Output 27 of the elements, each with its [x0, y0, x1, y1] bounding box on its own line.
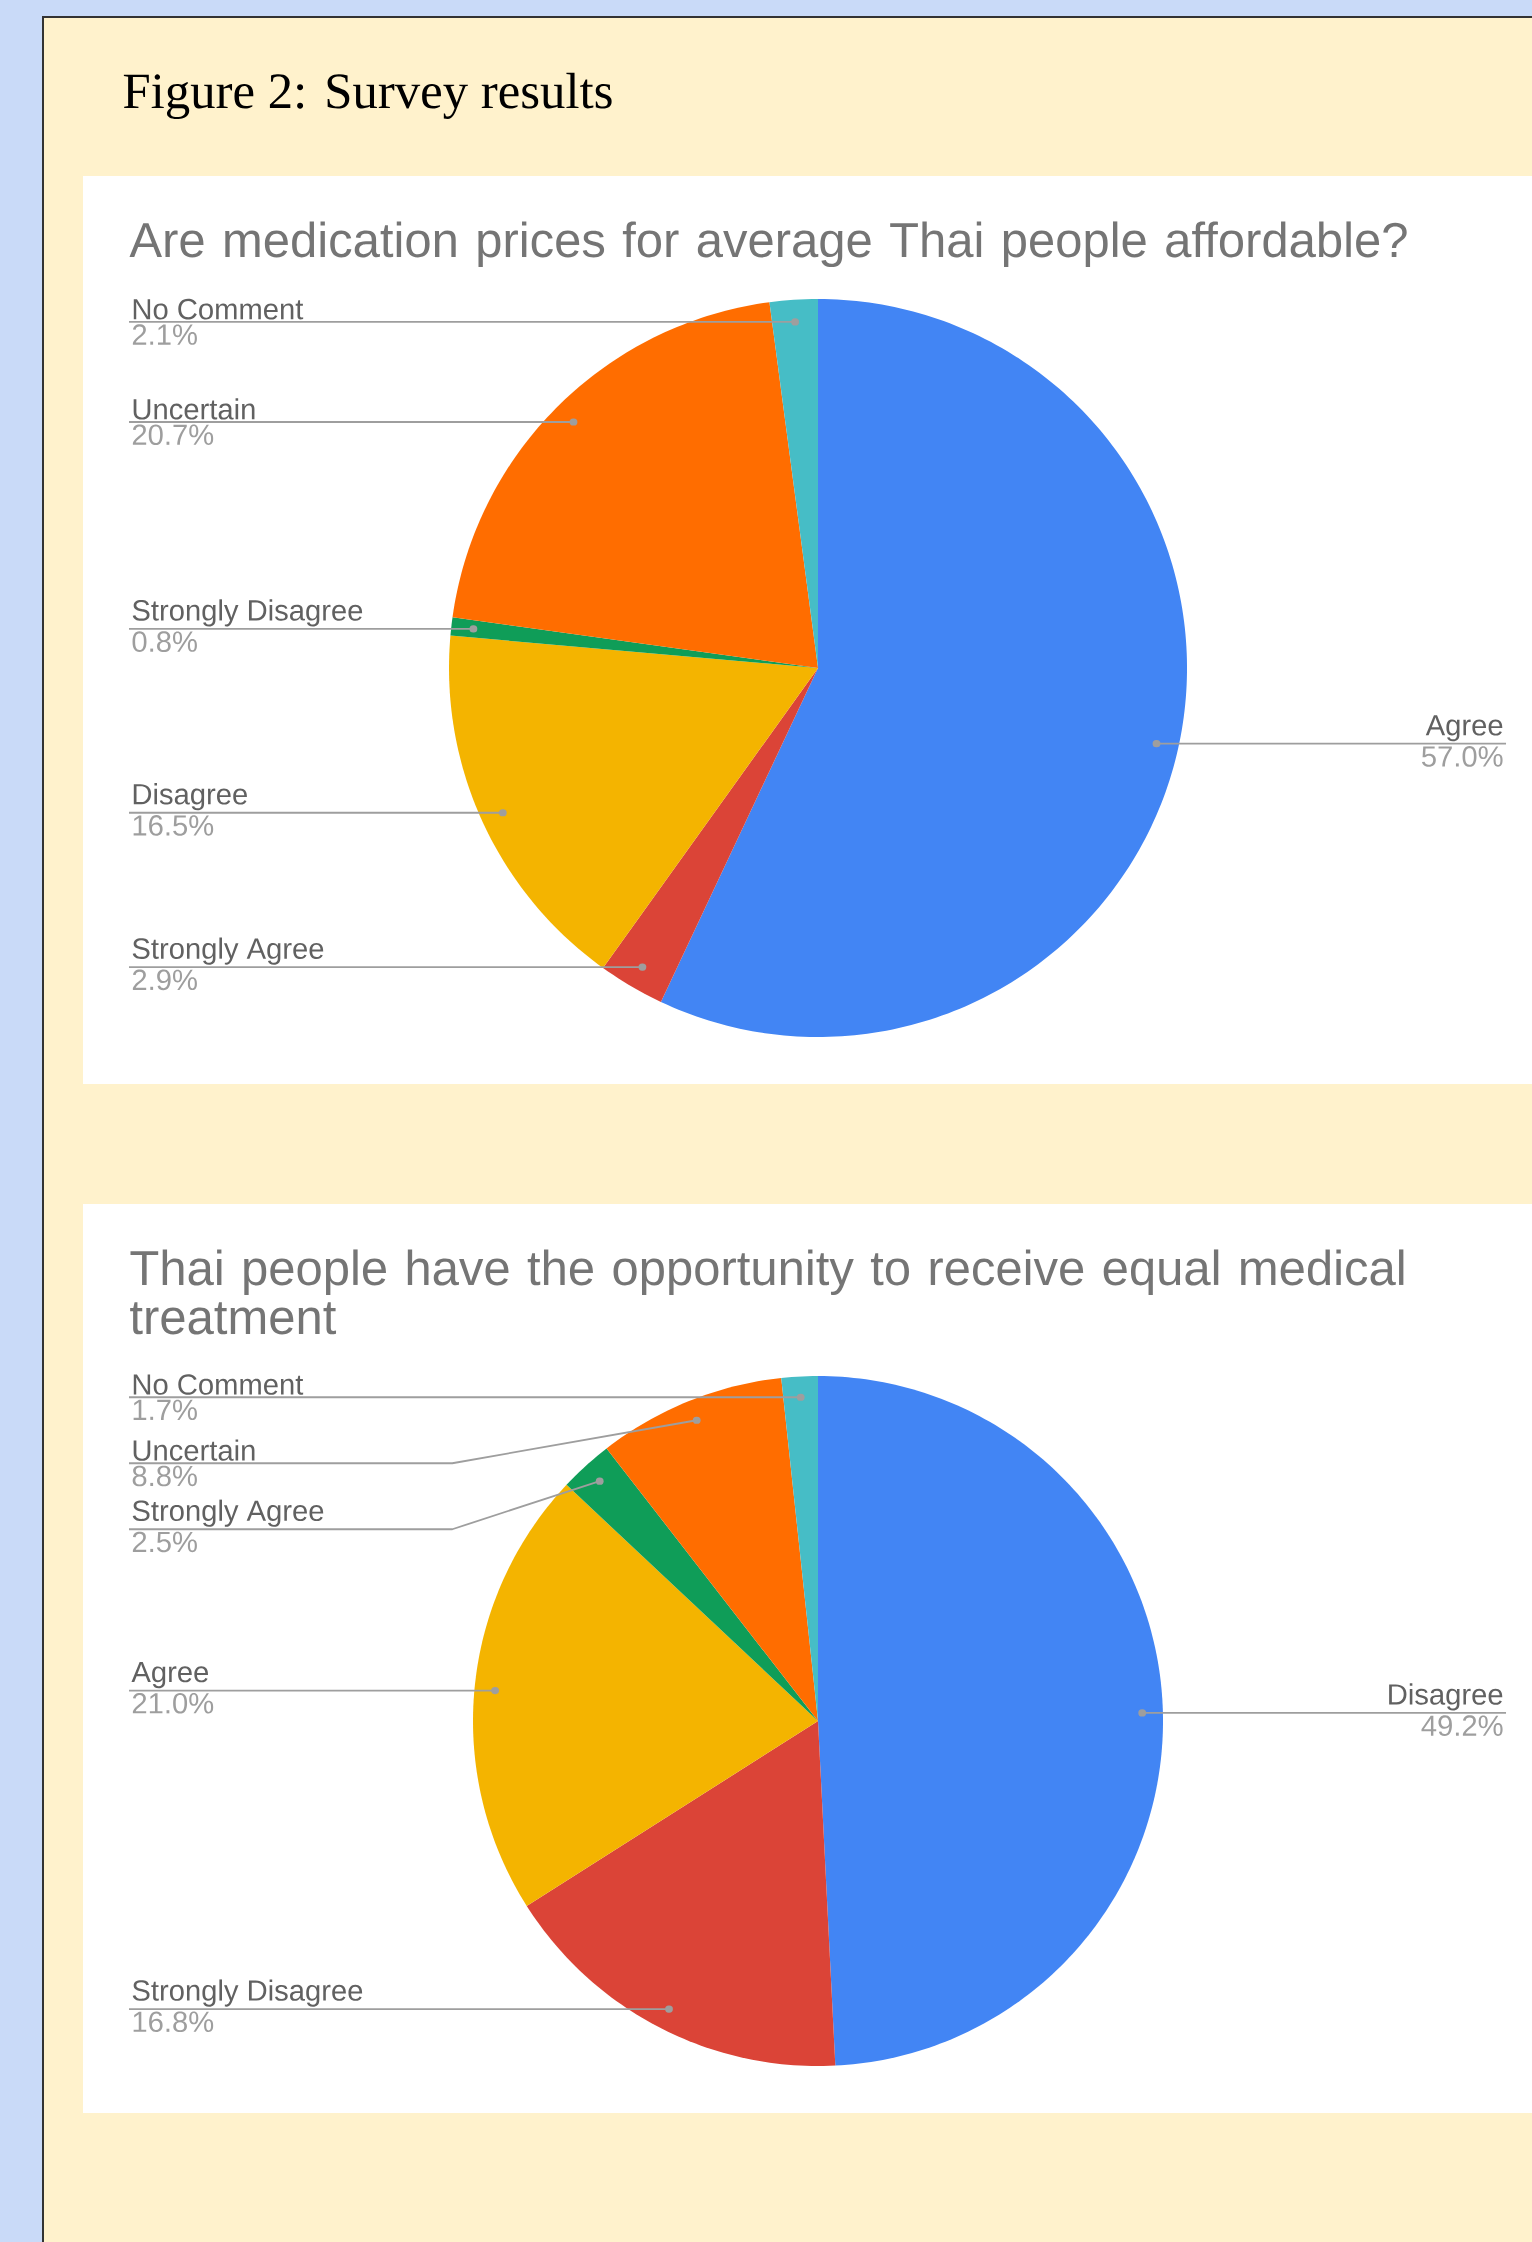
slice-label: Uncertain — [133, 1439, 255, 1461]
data-label: 2.9% — [132, 969, 197, 991]
data-label: 20.7% — [132, 424, 214, 446]
slice-label: Agree — [131, 1661, 208, 1689]
data-label: 21.0% — [132, 1692, 214, 1714]
chart-title: Are medication prices for average Thai people affordable? — [129, 221, 1407, 268]
chart-title: Thai people have the opportunity to receive equal medical treatment — [130, 1249, 1404, 1335]
slice-label: Disagree — [1389, 1683, 1503, 1711]
slice-label: No Comment — [133, 1374, 304, 1395]
data-label: 2.5% — [132, 1531, 197, 1553]
data-label: 1.7% — [133, 1399, 197, 1421]
data-label: 16.8% — [133, 2011, 214, 2033]
caption: Figure 2: Survey results — [123, 72, 612, 119]
data-label: 16.5% — [133, 815, 214, 836]
slice-label: Strongly Agree — [132, 1499, 324, 1527]
slice-label: Uncertain — [133, 398, 255, 420]
slice-label: Disagree — [133, 783, 247, 811]
slice-label: Agree — [1425, 715, 1503, 742]
slice-label: Strongly Agree — [132, 937, 324, 965]
data-label: 57.0% — [1421, 746, 1503, 767]
data-label: 0.8% — [132, 631, 197, 652]
data-label: 2.1% — [132, 324, 197, 345]
slice-label: No Comment — [133, 298, 304, 320]
data-label: 49.2% — [1421, 1715, 1503, 1737]
data-label: 8.8% — [132, 1465, 197, 1487]
slice-label: Strongly Disagree — [132, 599, 363, 627]
slice-label: Strongly Disagree — [132, 1979, 363, 2007]
